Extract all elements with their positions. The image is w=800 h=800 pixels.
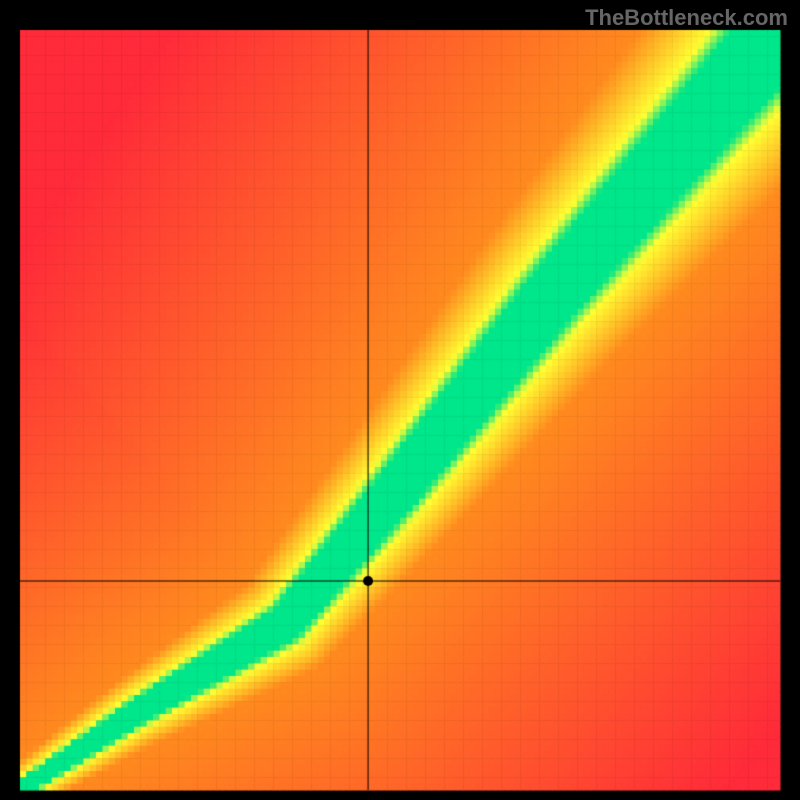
watermark-text: TheBottleneck.com bbox=[585, 5, 788, 31]
heatmap-canvas bbox=[0, 0, 800, 800]
chart-container: TheBottleneck.com bbox=[0, 0, 800, 800]
